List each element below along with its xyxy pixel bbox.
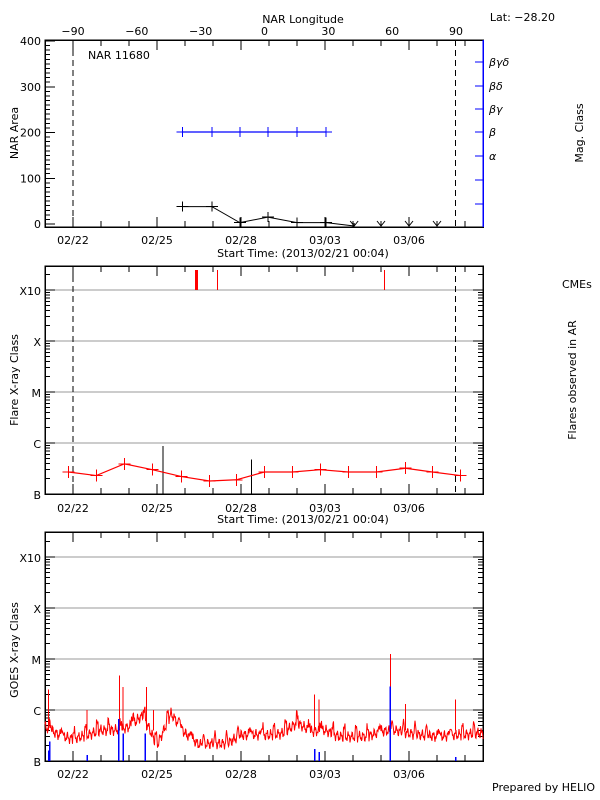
y-axis-title-flare: Flare X-ray Class — [8, 334, 21, 426]
area-line — [182, 206, 327, 224]
mag-class-label: βγδ — [488, 56, 510, 69]
goes-panel-y-tick-label: M — [32, 654, 42, 667]
x-axis-title-panel1: Start Time: (2013/02/21 00:04) — [217, 247, 389, 260]
panel2-x-tick-label: 02/22 — [57, 502, 89, 515]
panel3-x-tick-label: 03/06 — [393, 768, 425, 781]
longitude-tick-label: 30 — [321, 25, 335, 38]
panel1-x-tick-label: 03/03 — [309, 234, 341, 247]
area-y-tick-label: 400 — [20, 35, 41, 48]
longitude-tick-label: −90 — [61, 25, 84, 38]
flare-panel-plot-frame — [44, 265, 484, 495]
area-y-tick-label: 300 — [20, 81, 41, 94]
longitude-tick-label: −30 — [189, 25, 212, 38]
area-y-tick-label: 200 — [20, 127, 41, 140]
longitude-tick-label: 90 — [449, 25, 463, 38]
area-missing-marker — [376, 220, 386, 227]
area-missing-marker — [349, 220, 359, 227]
area-missing-marker — [404, 220, 414, 227]
goes-panel-y-tick-label: X — [33, 603, 41, 616]
y-axis-title-goes: GOES X-ray Class — [8, 602, 21, 698]
x-axis-title-panel2: Start Time: (2013/02/21 00:04) — [217, 513, 389, 526]
panel2-x-tick-label: 02/25 — [141, 502, 173, 515]
panel2-x-tick-label: 02/28 — [225, 502, 257, 515]
area-line-tail — [326, 222, 355, 227]
cme-label: CMEs — [562, 278, 592, 291]
y-axis-title-area: NAR Area — [8, 107, 21, 159]
area-y-tick-label: 0 — [34, 218, 41, 231]
panel1-x-tick-label: 02/25 — [141, 234, 173, 247]
mag-class-label: βδ — [488, 80, 503, 93]
panel3-x-tick-label: 02/25 — [141, 768, 173, 781]
mag-class-label: α — [489, 150, 497, 163]
longitude-tick-label: 0 — [261, 25, 268, 38]
prepared-by-label: Prepared by HELIO — [492, 781, 595, 794]
panel3-x-tick-label: 02/22 — [57, 768, 89, 781]
panel3-x-tick-label: 02/28 — [225, 768, 257, 781]
panel2-x-tick-label: 03/03 — [309, 502, 341, 515]
latitude-label: Lat: −28.20 — [490, 11, 555, 24]
area-y-tick-label: 100 — [20, 172, 41, 185]
panel2-x-tick-label: 03/06 — [393, 502, 425, 515]
region-title: NAR 11680 — [88, 49, 150, 62]
goes-panel-plot-frame — [44, 531, 484, 762]
y-axis-title-mag-class: Mag. Class — [573, 103, 586, 162]
flare-panel-y-tick-label: X — [33, 336, 41, 349]
goes-panel-y-tick-label: X10 — [19, 552, 41, 565]
top-axis-title: NAR Longitude — [262, 13, 344, 26]
mag-class-label: β — [488, 126, 496, 139]
panel3-x-tick-label: 03/03 — [309, 768, 341, 781]
flare-panel-y-tick-label: B — [33, 489, 41, 502]
longitude-tick-label: 60 — [385, 25, 399, 38]
goes-flux-line — [44, 706, 484, 750]
flare-panel-y-tick-label: M — [32, 387, 42, 400]
panel1-x-tick-label: 03/06 — [393, 234, 425, 247]
panel1-x-tick-label: 02/22 — [57, 234, 89, 247]
flare-panel-y-tick-label: C — [33, 438, 41, 451]
panel1-x-tick-label: 02/28 — [225, 234, 257, 247]
y-axis-title-flares-observed: Flares observed in AR — [566, 320, 579, 440]
flare-panel-y-tick-label: X10 — [19, 285, 41, 298]
goes-panel-y-tick-label: B — [33, 756, 41, 769]
goes-panel-y-tick-label: C — [33, 705, 41, 718]
longitude-tick-label: −60 — [125, 25, 148, 38]
area-missing-marker — [432, 220, 442, 227]
nar-area-plot-frame — [44, 39, 484, 228]
mag-class-label: βγ — [488, 103, 503, 116]
